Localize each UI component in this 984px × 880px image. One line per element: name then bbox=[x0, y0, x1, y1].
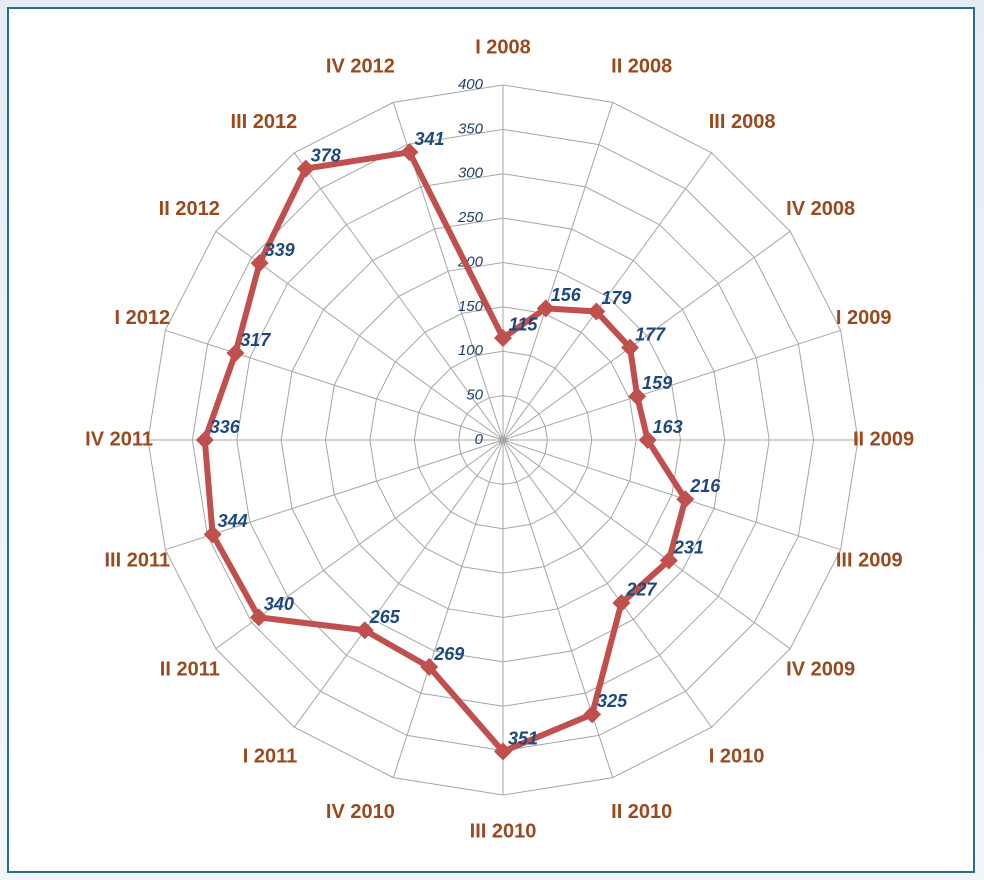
category-label: III 2011 bbox=[105, 549, 171, 571]
data-label: 265 bbox=[369, 607, 401, 627]
category-label: II 2012 bbox=[159, 198, 220, 220]
data-label: 340 bbox=[264, 594, 294, 614]
point-marker bbox=[583, 705, 602, 724]
point-marker bbox=[621, 338, 640, 357]
category-label: IV 2010 bbox=[326, 801, 395, 823]
data-label: 115 bbox=[509, 315, 539, 335]
point-marker bbox=[296, 159, 315, 178]
category-label: II 2008 bbox=[611, 55, 672, 77]
category-label: IV 2008 bbox=[786, 198, 855, 220]
grid-ring bbox=[236, 173, 770, 707]
r-tick-label: 400 bbox=[458, 76, 484, 93]
category-label: IV 2009 bbox=[786, 659, 855, 681]
category-label: II 2009 bbox=[853, 428, 914, 450]
point-marker bbox=[195, 431, 214, 449]
data-label: 269 bbox=[433, 644, 464, 664]
point-marker bbox=[203, 525, 222, 544]
r-tick-label: 50 bbox=[466, 387, 483, 404]
data-label: 341 bbox=[414, 129, 444, 149]
r-tick-label: 150 bbox=[458, 298, 484, 315]
grid-ring bbox=[369, 306, 637, 574]
data-label: 177 bbox=[635, 324, 666, 344]
point-marker bbox=[676, 490, 695, 509]
category-label: II 2010 bbox=[611, 801, 672, 823]
point-marker bbox=[494, 328, 512, 347]
grid-ring bbox=[413, 350, 593, 530]
grid-ring bbox=[324, 261, 682, 619]
data-label: 336 bbox=[210, 417, 241, 437]
data-label: 344 bbox=[218, 511, 248, 531]
category-label: I 2009 bbox=[836, 307, 892, 329]
data-label: 163 bbox=[653, 417, 683, 437]
point-marker bbox=[628, 387, 647, 406]
data-label: 216 bbox=[689, 476, 721, 496]
r-tick-label: 250 bbox=[457, 209, 484, 226]
point-marker bbox=[638, 431, 657, 449]
r-tick-label: 300 bbox=[458, 165, 484, 182]
point-marker bbox=[250, 254, 269, 273]
data-label: 351 bbox=[508, 728, 538, 748]
point-marker bbox=[249, 608, 268, 627]
category-label: III 2008 bbox=[709, 111, 776, 133]
category-label: III 2009 bbox=[836, 549, 903, 571]
data-label: 227 bbox=[625, 580, 657, 600]
point-marker bbox=[420, 658, 439, 677]
data-label: 339 bbox=[265, 240, 295, 260]
category-label: IV 2012 bbox=[326, 55, 395, 77]
point-marker bbox=[355, 621, 374, 640]
grid-ring bbox=[458, 395, 548, 485]
point-marker bbox=[536, 299, 555, 318]
point-marker bbox=[587, 302, 606, 321]
point-marker bbox=[612, 593, 631, 612]
category-label: I 2010 bbox=[709, 745, 765, 767]
r-tick-label: 350 bbox=[458, 120, 484, 137]
data-label: 179 bbox=[601, 288, 631, 308]
point-marker bbox=[494, 742, 512, 761]
r-tick-label: 0 bbox=[475, 431, 484, 448]
r-tick-label: 100 bbox=[458, 342, 484, 359]
category-label: III 2012 bbox=[231, 111, 298, 133]
data-label: 378 bbox=[311, 145, 341, 165]
point-marker bbox=[659, 551, 678, 570]
point-marker bbox=[226, 344, 245, 363]
data-label: 159 bbox=[642, 373, 672, 393]
category-label: III 2010 bbox=[470, 820, 537, 842]
category-label: I 2012 bbox=[115, 307, 171, 329]
point-marker bbox=[400, 143, 419, 162]
grid-ring bbox=[147, 84, 859, 796]
category-label: I 2011 bbox=[243, 745, 298, 767]
data-label: 317 bbox=[240, 330, 271, 350]
category-label: I 2008 bbox=[475, 36, 531, 58]
category-label: II 2011 bbox=[160, 659, 220, 681]
data-label: 231 bbox=[673, 537, 704, 557]
grid-ring bbox=[280, 217, 726, 663]
category-label: IV 2011 bbox=[85, 428, 153, 450]
data-label: 325 bbox=[597, 691, 628, 711]
data-label: 156 bbox=[551, 285, 582, 305]
